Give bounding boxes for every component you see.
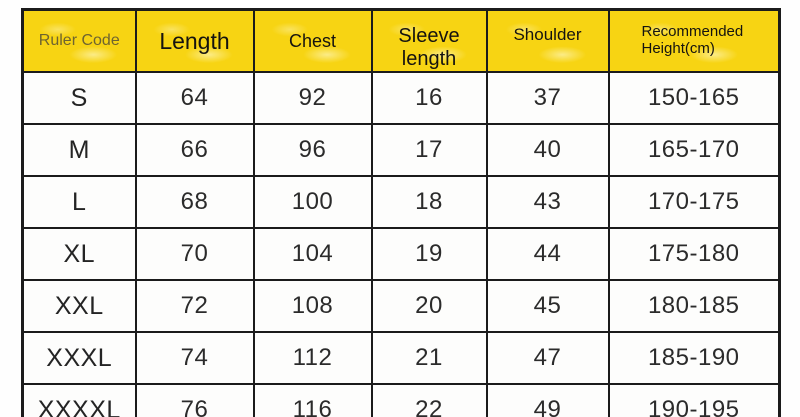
value-cell: 22	[370, 383, 488, 417]
value-cell: 190-195	[607, 383, 781, 417]
column-header-shoulder: Shoulder	[485, 8, 610, 73]
header-row: Ruler Code Length Chest Sleeve length Should…	[21, 8, 781, 73]
value-cell: 96	[252, 123, 373, 177]
value-cell: 74	[134, 331, 255, 385]
column-header-label: Chest	[288, 30, 337, 51]
column-header-label: Shoulder	[513, 25, 582, 44]
size-table-header: Ruler Code Length Chest Sleeve length Should…	[21, 8, 781, 73]
column-header-label: Ruler Code	[38, 32, 120, 49]
size-label-cell: XL	[21, 227, 137, 281]
value-cell: 21	[370, 331, 488, 385]
value-cell: 150-165	[607, 71, 781, 125]
value-cell: 44	[485, 227, 610, 281]
value-cell: 185-190	[607, 331, 781, 385]
value-cell: 49	[485, 383, 610, 417]
value-cell: 72	[134, 279, 255, 333]
table-row: XXXL 74 112 21 47 185-190	[21, 331, 781, 385]
value-cell: 76	[134, 383, 255, 417]
value-cell: 19	[370, 227, 488, 281]
size-label-cell: L	[21, 175, 137, 229]
value-cell: 92	[252, 71, 373, 125]
column-header-label: Length	[159, 27, 230, 54]
size-label-cell: S	[21, 71, 137, 125]
value-cell: 45	[485, 279, 610, 333]
column-header-label: Sleeve length	[398, 25, 460, 70]
value-cell: 116	[252, 383, 373, 417]
table-row: XXXXL 76 116 22 49 190-195	[21, 383, 781, 417]
size-label-cell: XXXXL	[21, 383, 137, 417]
column-header-recommended-height: Recommended Height(cm)	[607, 8, 781, 73]
value-cell: 40	[485, 123, 610, 177]
table-row: S 64 92 16 37 150-165	[21, 71, 781, 125]
column-header-sleeve-length: Sleeve length	[370, 8, 488, 73]
value-cell: 66	[134, 123, 255, 177]
value-cell: 47	[485, 331, 610, 385]
size-chart-table: Ruler Code Length Chest Sleeve length Should…	[21, 8, 781, 417]
table-row: XL 70 104 19 44 175-180	[21, 227, 781, 281]
column-header-length: Length	[134, 8, 255, 73]
value-cell: 104	[252, 227, 373, 281]
value-cell: 37	[485, 71, 610, 125]
value-cell: 112	[252, 331, 373, 385]
size-label-cell: XXL	[21, 279, 137, 333]
column-header-chest: Chest	[252, 8, 373, 73]
size-label-cell: XXXL	[21, 331, 137, 385]
table-row: L 68 100 18 43 170-175	[21, 175, 781, 229]
column-header-ruler-code: Ruler Code	[21, 8, 137, 73]
value-cell: 20	[370, 279, 488, 333]
size-label-cell: M	[21, 123, 137, 177]
table-row: M 66 96 17 40 165-170	[21, 123, 781, 177]
value-cell: 17	[370, 123, 488, 177]
value-cell: 68	[134, 175, 255, 229]
value-cell: 165-170	[607, 123, 781, 177]
value-cell: 43	[485, 175, 610, 229]
value-cell: 180-185	[607, 279, 781, 333]
value-cell: 108	[252, 279, 373, 333]
value-cell: 175-180	[607, 227, 781, 281]
value-cell: 170-175	[607, 175, 781, 229]
column-header-label: Recommended Height(cm)	[641, 23, 744, 57]
table-row: XXL 72 108 20 45 180-185	[21, 279, 781, 333]
value-cell: 70	[134, 227, 255, 281]
value-cell: 64	[134, 71, 255, 125]
value-cell: 18	[370, 175, 488, 229]
value-cell: 100	[252, 175, 373, 229]
size-table-body: S 64 92 16 37 150-165 M 66 96 17 40 165-170 L 68 100 18…	[21, 71, 781, 417]
value-cell: 16	[370, 71, 488, 125]
